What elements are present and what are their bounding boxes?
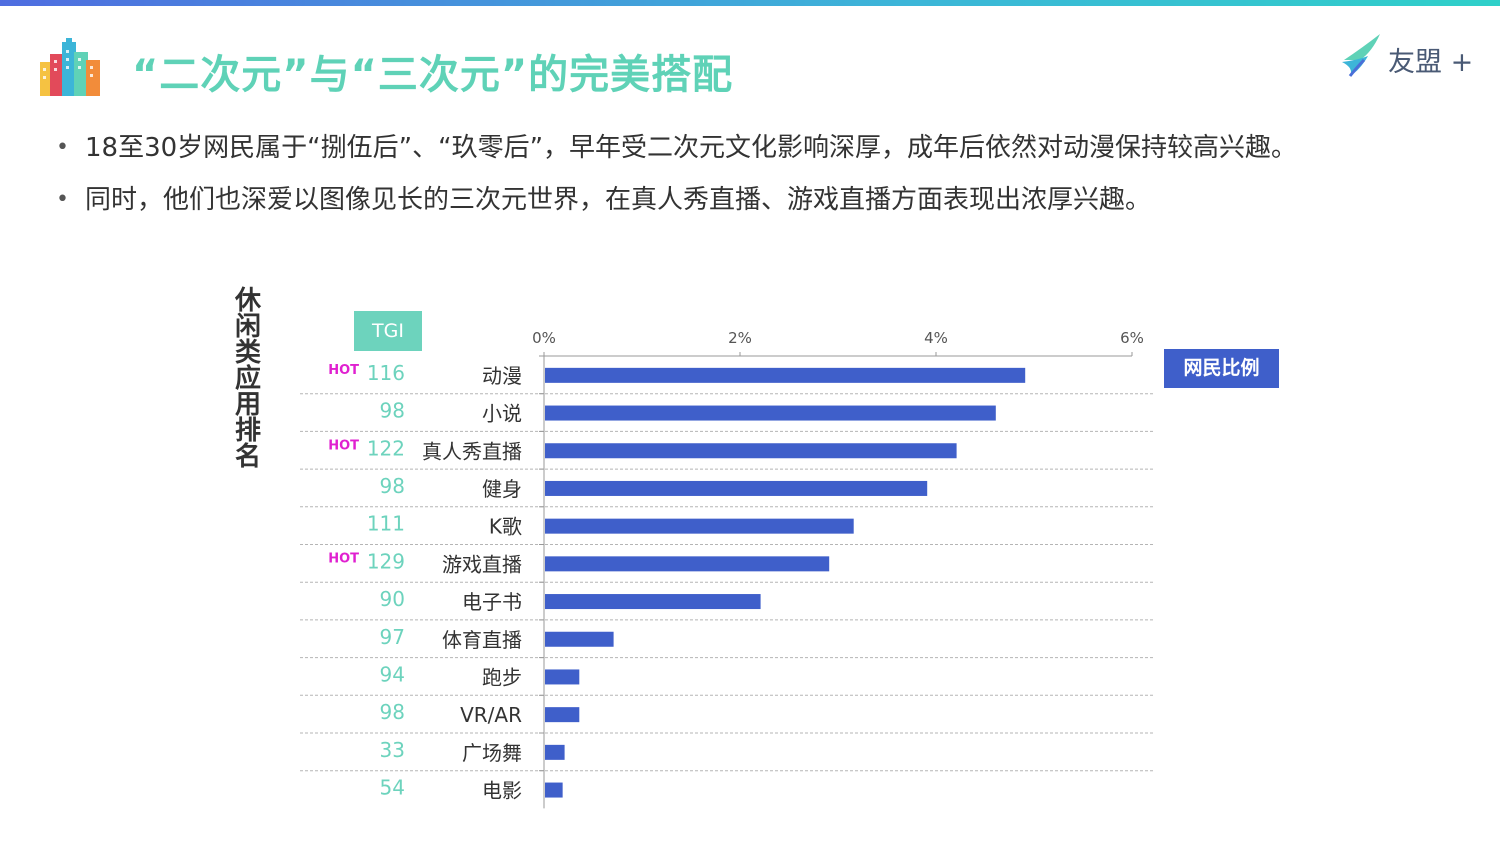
legend-netizen-ratio: 网民比例 <box>1164 349 1279 388</box>
x-tick-label: 4% <box>924 329 948 347</box>
bar <box>545 594 761 610</box>
tgi-value: 111 <box>367 512 405 536</box>
logo-text: 友盟 + <box>1388 47 1474 78</box>
category-label: 动漫 <box>482 364 522 388</box>
tgi-value: 116 <box>367 361 405 385</box>
tgi-value: 122 <box>367 436 405 460</box>
bar <box>545 782 563 798</box>
category-label: 电影 <box>482 779 522 803</box>
category-label: VR/AR <box>460 703 522 727</box>
category-label: 小说 <box>482 402 522 426</box>
bullet-item: 18至30岁网民属于“捌伍后”、“玖零后”，早年受二次元文化影响深厚，成年后依然… <box>56 122 1416 174</box>
x-tick-label: 0% <box>532 329 556 347</box>
x-tick-label: 2% <box>728 329 752 347</box>
tgi-value: 97 <box>380 625 405 649</box>
bullet-list: 18至30岁网民属于“捌伍后”、“玖零后”，早年受二次元文化影响深厚，成年后依然… <box>56 122 1416 226</box>
hot-badge: HOT <box>328 551 359 566</box>
bar <box>545 556 830 572</box>
category-label: 电子书 <box>462 590 522 614</box>
category-label: 游戏直播 <box>442 552 522 576</box>
bar <box>545 518 854 534</box>
x-tick-label: 6% <box>1120 329 1144 347</box>
tgi-header: TGI <box>354 311 422 351</box>
chart-y-title: 休闲类应用排名 <box>234 286 261 472</box>
tgi-value: 33 <box>380 738 405 762</box>
category-label: 跑步 <box>482 665 522 689</box>
page-title: “二次元”与“三次元”的完美搭配 <box>132 52 734 98</box>
bar <box>545 480 928 496</box>
tgi-value: 54 <box>380 776 405 800</box>
city-buildings-icon <box>40 38 100 96</box>
category-label: 广场舞 <box>462 741 522 765</box>
tgi-value: 90 <box>380 587 405 611</box>
tgi-value: 98 <box>380 399 405 423</box>
category-label: 体育直播 <box>442 628 522 652</box>
tgi-value: 94 <box>380 662 405 686</box>
bar <box>545 669 580 685</box>
category-label: 真人秀直播 <box>422 439 522 463</box>
bullet-item: 同时，他们也深爱以图像见长的三次元世界，在真人秀直播、游戏直播方面表现出浓厚兴趣… <box>56 174 1416 226</box>
tgi-value: 98 <box>380 700 405 724</box>
tgi-value: 129 <box>367 549 405 573</box>
category-label: K歌 <box>489 515 522 539</box>
hot-badge: HOT <box>328 363 359 378</box>
bar <box>545 631 614 647</box>
bar <box>545 443 957 459</box>
bird-logo-icon <box>1342 34 1380 77</box>
category-label: 健身 <box>482 477 522 501</box>
hot-badge: HOT <box>328 438 359 453</box>
bar <box>545 744 565 760</box>
bar <box>545 367 1026 383</box>
bar <box>545 405 996 421</box>
top-accent-bar <box>0 0 1500 6</box>
umeng-logo: 友盟 + <box>1340 30 1480 82</box>
bar <box>545 707 580 723</box>
tgi-value: 98 <box>380 474 405 498</box>
